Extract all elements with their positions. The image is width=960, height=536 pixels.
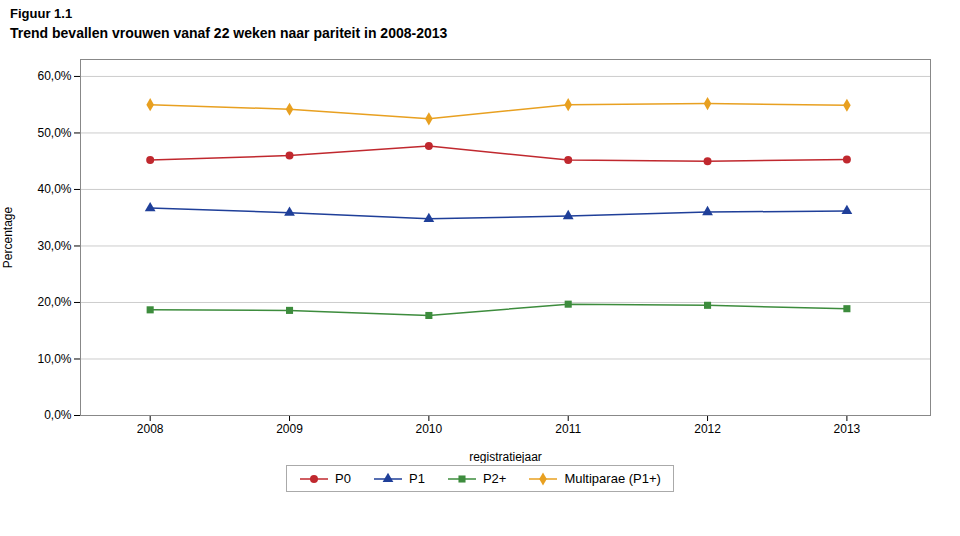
svg-text:2013: 2013 — [834, 422, 861, 436]
svg-text:2009: 2009 — [276, 422, 303, 436]
svg-text:0,0%: 0,0% — [44, 408, 72, 422]
svg-text:Percentage: Percentage — [1, 206, 15, 268]
svg-text:40,0%: 40,0% — [37, 182, 71, 196]
svg-text:50,0%: 50,0% — [37, 126, 71, 140]
html-text:Figuur 1.1: Figuur 1.1 — [10, 6, 73, 21]
html-text:Trend bevallen vrouwen vanaf 2: Trend bevallen vrouwen vanaf 22 weken na… — [10, 25, 448, 41]
html-text:P1: P1 — [409, 471, 425, 486]
svg-text:registratiejaar: registratiejaar — [469, 450, 542, 464]
html-text:Multiparae (P1+): Multiparae (P1+) — [564, 471, 661, 486]
html-text:P0: P0 — [335, 471, 351, 486]
svg-text:10,0%: 10,0% — [37, 352, 71, 366]
svg-text:2008: 2008 — [137, 422, 164, 436]
svg-text:2011: 2011 — [555, 422, 581, 436]
svg-text:60,0%: 60,0% — [37, 69, 71, 83]
svg-text:2010: 2010 — [416, 422, 443, 436]
svg-text:30,0%: 30,0% — [37, 239, 71, 253]
svg-text:2012: 2012 — [694, 422, 721, 436]
svg-text:20,0%: 20,0% — [37, 295, 71, 309]
html-text:P2+: P2+ — [482, 471, 507, 486]
